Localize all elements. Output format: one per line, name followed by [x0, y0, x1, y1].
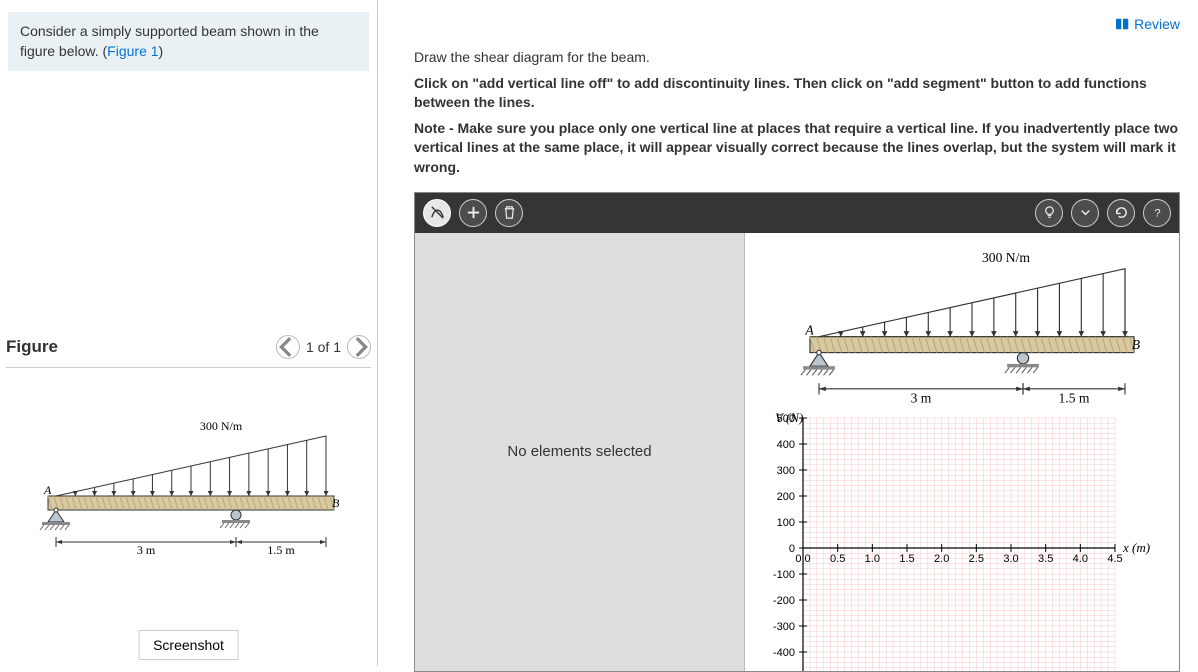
- svg-text:300 N/m: 300 N/m: [982, 249, 1030, 264]
- svg-text:4.5: 4.5: [1107, 553, 1122, 565]
- svg-text:3.5: 3.5: [1038, 553, 1053, 565]
- figure-prev-button[interactable]: [276, 335, 300, 359]
- problem-text-after: ): [159, 43, 164, 59]
- figure-next-button[interactable]: [347, 335, 371, 359]
- svg-text:100: 100: [777, 517, 795, 529]
- svg-text:0.5: 0.5: [830, 553, 845, 565]
- svg-text:0.0: 0.0: [795, 553, 810, 565]
- instruction-line2: Click on "add vertical line off" to add …: [414, 74, 1180, 113]
- svg-text:1.5: 1.5: [899, 553, 914, 565]
- reset-tool[interactable]: [1107, 199, 1135, 227]
- figure-area: 300 N/m A B 3 m 1.5 m: [6, 408, 371, 628]
- shear-graph[interactable]: 0.00.51.01.52.02.53.03.54.04.5-500-400-3…: [745, 408, 1165, 671]
- beam-reference-figure: 300 N/m A B 3 m 1.5 m: [755, 237, 1155, 407]
- svg-text:400: 400: [777, 439, 795, 451]
- svg-text:300 N/m: 300 N/m: [200, 419, 243, 433]
- svg-text:-200: -200: [773, 595, 795, 607]
- svg-text:x (m): x (m): [1122, 540, 1150, 555]
- graph-panel[interactable]: 300 N/m A B 3 m 1.5 m 0.0 0.5 1.0 1.5 2.0 2.5 3.0 3…: [745, 233, 1179, 671]
- svg-text:0: 0: [789, 543, 795, 555]
- trash-icon: [502, 205, 517, 220]
- svg-text:4.0: 4.0: [1073, 553, 1088, 565]
- selection-panel: No elements selected: [415, 233, 745, 671]
- beam-figure: 300 N/m A B 3 m 1.5 m: [6, 408, 346, 588]
- svg-text:B: B: [332, 496, 340, 510]
- svg-text:-300: -300: [773, 621, 795, 633]
- figure-header: Figure 1 of 1: [6, 331, 371, 368]
- drawing-toolbar: ?: [415, 193, 1179, 233]
- svg-text:V (N): V (N): [775, 410, 803, 425]
- svg-text:3.0: 3.0: [1003, 553, 1018, 565]
- svg-text:3 m: 3 m: [137, 543, 156, 557]
- no-selection-text: No elements selected: [507, 443, 651, 460]
- delete-tool[interactable]: [495, 199, 523, 227]
- help-tool[interactable]: ?: [1143, 199, 1171, 227]
- svg-text:A: A: [804, 322, 814, 337]
- right-panel: Review Draw the shear diagram for the be…: [378, 0, 1198, 666]
- chevron-left-icon: [277, 336, 299, 358]
- hint-tool[interactable]: [1035, 199, 1063, 227]
- svg-text:200: 200: [777, 491, 795, 503]
- svg-text:2.5: 2.5: [969, 553, 984, 565]
- review-label: Review: [1134, 16, 1180, 32]
- instruction-line1: Draw the shear diagram for the beam.: [414, 48, 1180, 68]
- figure-title: Figure: [6, 337, 58, 357]
- drawing-area: ? No elements selected 300 N/m A B 3 m 1.5 m…: [414, 192, 1180, 672]
- chevron-down-icon: [1078, 205, 1093, 220]
- svg-text:B: B: [1132, 337, 1140, 352]
- no-function-tool[interactable]: [423, 199, 451, 227]
- svg-text:?: ?: [1154, 207, 1160, 219]
- svg-text:1.5 m: 1.5 m: [1059, 390, 1090, 405]
- svg-text:300: 300: [777, 465, 795, 477]
- figure-page-count: 1 of 1: [306, 339, 341, 355]
- chevron-right-icon: [348, 336, 370, 358]
- figure-pager: 1 of 1: [276, 335, 371, 359]
- svg-text:2.0: 2.0: [934, 553, 949, 565]
- problem-text: Consider a simply supported beam shown i…: [20, 23, 319, 59]
- add-tool[interactable]: [459, 199, 487, 227]
- help-icon: ?: [1150, 205, 1165, 220]
- no-function-icon: [430, 205, 445, 220]
- instructions: Draw the shear diagram for the beam. Cli…: [414, 48, 1180, 178]
- left-panel: Consider a simply supported beam shown i…: [0, 0, 378, 666]
- svg-text:-400: -400: [773, 647, 795, 659]
- dropdown-tool[interactable]: [1071, 199, 1099, 227]
- svg-text:3 m: 3 m: [911, 390, 932, 405]
- screenshot-button[interactable]: Screenshot: [138, 630, 239, 660]
- figure-link[interactable]: Figure 1: [107, 43, 158, 59]
- svg-text:1.5 m: 1.5 m: [267, 543, 295, 557]
- problem-statement: Consider a simply supported beam shown i…: [8, 12, 369, 71]
- svg-text:1.0: 1.0: [865, 553, 880, 565]
- instruction-line3: Note - Make sure you place only one vert…: [414, 119, 1180, 178]
- review-link[interactable]: Review: [1116, 16, 1180, 32]
- svg-text:-100: -100: [773, 569, 795, 581]
- svg-text:A: A: [43, 483, 52, 497]
- reset-icon: [1114, 205, 1129, 220]
- plus-icon: [466, 205, 481, 220]
- lightbulb-icon: [1042, 205, 1057, 220]
- review-icon: [1116, 18, 1130, 30]
- canvas-row: No elements selected 300 N/m A B 3 m 1.5 m 0…: [415, 233, 1179, 671]
